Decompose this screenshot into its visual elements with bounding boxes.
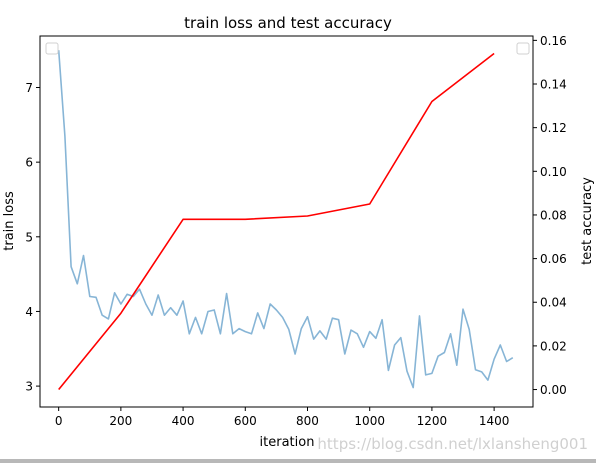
y-left-tick-label: 7 bbox=[25, 81, 33, 95]
chart-title: train loss and test accuracy bbox=[184, 14, 392, 32]
x-tick-label: 1200 bbox=[417, 414, 448, 428]
x-tick-label: 1400 bbox=[479, 414, 510, 428]
y-axis-left-label: train loss bbox=[2, 191, 17, 251]
y-right-tick-label: 0.00 bbox=[540, 383, 567, 397]
legend-box-left bbox=[45, 42, 59, 55]
x-tick-label: 400 bbox=[172, 414, 195, 428]
plot-frame bbox=[39, 35, 534, 408]
y-axis-right-label: test accuracy bbox=[580, 177, 595, 265]
plot-area bbox=[57, 50, 514, 391]
x-tick-label: 1000 bbox=[354, 414, 385, 428]
x-tick-label: 0 bbox=[55, 414, 63, 428]
y-right-tick-label: 0.06 bbox=[540, 252, 567, 266]
test-accuracy-line bbox=[58, 52, 495, 391]
y-right-tick-label: 0.04 bbox=[540, 296, 567, 310]
y-right-tick-label: 0.12 bbox=[540, 121, 567, 135]
y-right-tick-label: 0.02 bbox=[540, 339, 567, 353]
y-left-tick-label: 5 bbox=[25, 230, 33, 244]
train-loss-line bbox=[57, 50, 514, 389]
legend-box-right bbox=[516, 42, 530, 55]
y-left-tick-label: 6 bbox=[25, 156, 33, 170]
y-axis-left: 3 4 5 6 7 bbox=[25, 81, 40, 394]
y-right-tick-label: 0.16 bbox=[540, 34, 567, 48]
x-tick-label: 600 bbox=[234, 414, 257, 428]
y-left-tick-label: 4 bbox=[25, 305, 33, 319]
y-right-tick-label: 0.10 bbox=[540, 165, 567, 179]
x-axis-label: iteration bbox=[260, 435, 315, 450]
y-right-tick-label: 0.08 bbox=[540, 208, 567, 222]
x-tick-label: 200 bbox=[109, 414, 132, 428]
x-tick-label: 800 bbox=[296, 414, 319, 428]
x-axis: 0 200 400 600 800 1000 1200 1400 bbox=[55, 407, 510, 428]
watermark: https://blog.csdn.net/lxlansheng001 bbox=[317, 435, 588, 453]
y-right-tick-label: 0.14 bbox=[540, 78, 567, 92]
y-axis-right: 0.00 0.02 0.04 0.06 0.08 0.10 0.12 0.14 0.16 bbox=[533, 34, 567, 397]
y-left-tick-label: 3 bbox=[25, 380, 33, 394]
bottom-border bbox=[0, 459, 596, 463]
